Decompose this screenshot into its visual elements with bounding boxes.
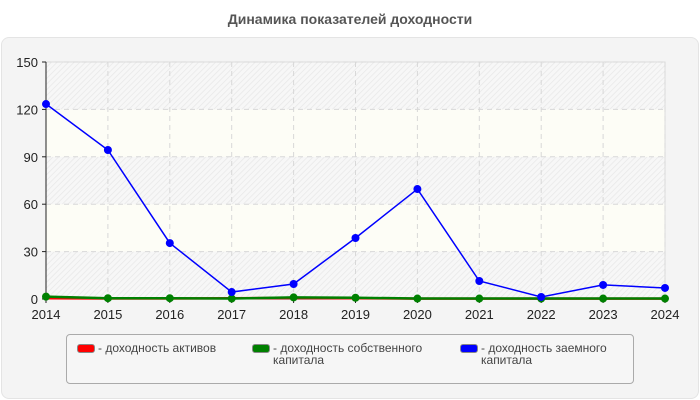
data-point[interactable] <box>227 294 236 303</box>
y-tick-label: 0 <box>31 292 38 307</box>
data-point[interactable] <box>103 146 112 155</box>
y-tick-label: 60 <box>24 197 38 212</box>
x-tick-label: 2018 <box>279 307 308 322</box>
series-lines <box>42 100 669 303</box>
data-point[interactable] <box>227 288 236 297</box>
data-point[interactable] <box>42 100 50 109</box>
x-tick-label: 2016 <box>155 307 184 322</box>
data-point[interactable] <box>661 283 669 292</box>
data-point[interactable] <box>475 276 484 285</box>
legend-item-debt: - доходность заемного капитала <box>460 342 607 366</box>
y-tick-label: 30 <box>24 245 38 260</box>
data-point[interactable] <box>289 293 298 302</box>
data-point[interactable] <box>413 185 422 194</box>
data-point[interactable] <box>599 294 608 303</box>
data-point[interactable] <box>537 292 546 301</box>
data-point[interactable] <box>351 234 360 243</box>
axes: 0 30 60 90 120 150 2014 2015 2016 2017 2018 2019 202… <box>16 55 679 322</box>
legend-item-assets: - доходность активов <box>77 342 216 354</box>
x-tick-label: 2024 <box>651 307 680 322</box>
x-tick-label: 2019 <box>341 307 370 322</box>
legend-swatch-red <box>77 344 95 353</box>
y-tick-label: 90 <box>24 150 38 165</box>
data-point[interactable] <box>42 292 50 301</box>
gridlines <box>46 61 666 299</box>
x-tick-label: 2015 <box>93 307 122 322</box>
x-tick-label: 2017 <box>217 307 246 322</box>
data-point[interactable] <box>661 294 669 303</box>
y-tick-label: 120 <box>16 102 38 117</box>
data-point[interactable] <box>165 294 174 303</box>
legend-item-equity: - доходность собственного капитала <box>252 342 422 366</box>
chart-title: Динамика показателей доходности <box>227 11 473 27</box>
data-point[interactable] <box>289 279 298 288</box>
data-point[interactable] <box>351 293 360 302</box>
data-point[interactable] <box>103 294 112 303</box>
x-tick-label: 2014 <box>32 307 61 322</box>
legend-swatch-blue <box>460 344 478 353</box>
legend-swatch-green <box>252 344 270 353</box>
x-tick-label: 2020 <box>403 307 432 322</box>
x-tick-label: 2021 <box>465 307 494 322</box>
data-point[interactable] <box>413 294 422 303</box>
x-tick-label: 2023 <box>589 307 618 322</box>
data-point[interactable] <box>599 280 608 289</box>
data-point[interactable] <box>165 239 174 248</box>
data-point[interactable] <box>475 294 484 303</box>
y-tick-label: 150 <box>16 55 38 70</box>
x-tick-label: 2022 <box>527 307 556 322</box>
legend: - доходность активов - доходность собств… <box>66 334 634 384</box>
